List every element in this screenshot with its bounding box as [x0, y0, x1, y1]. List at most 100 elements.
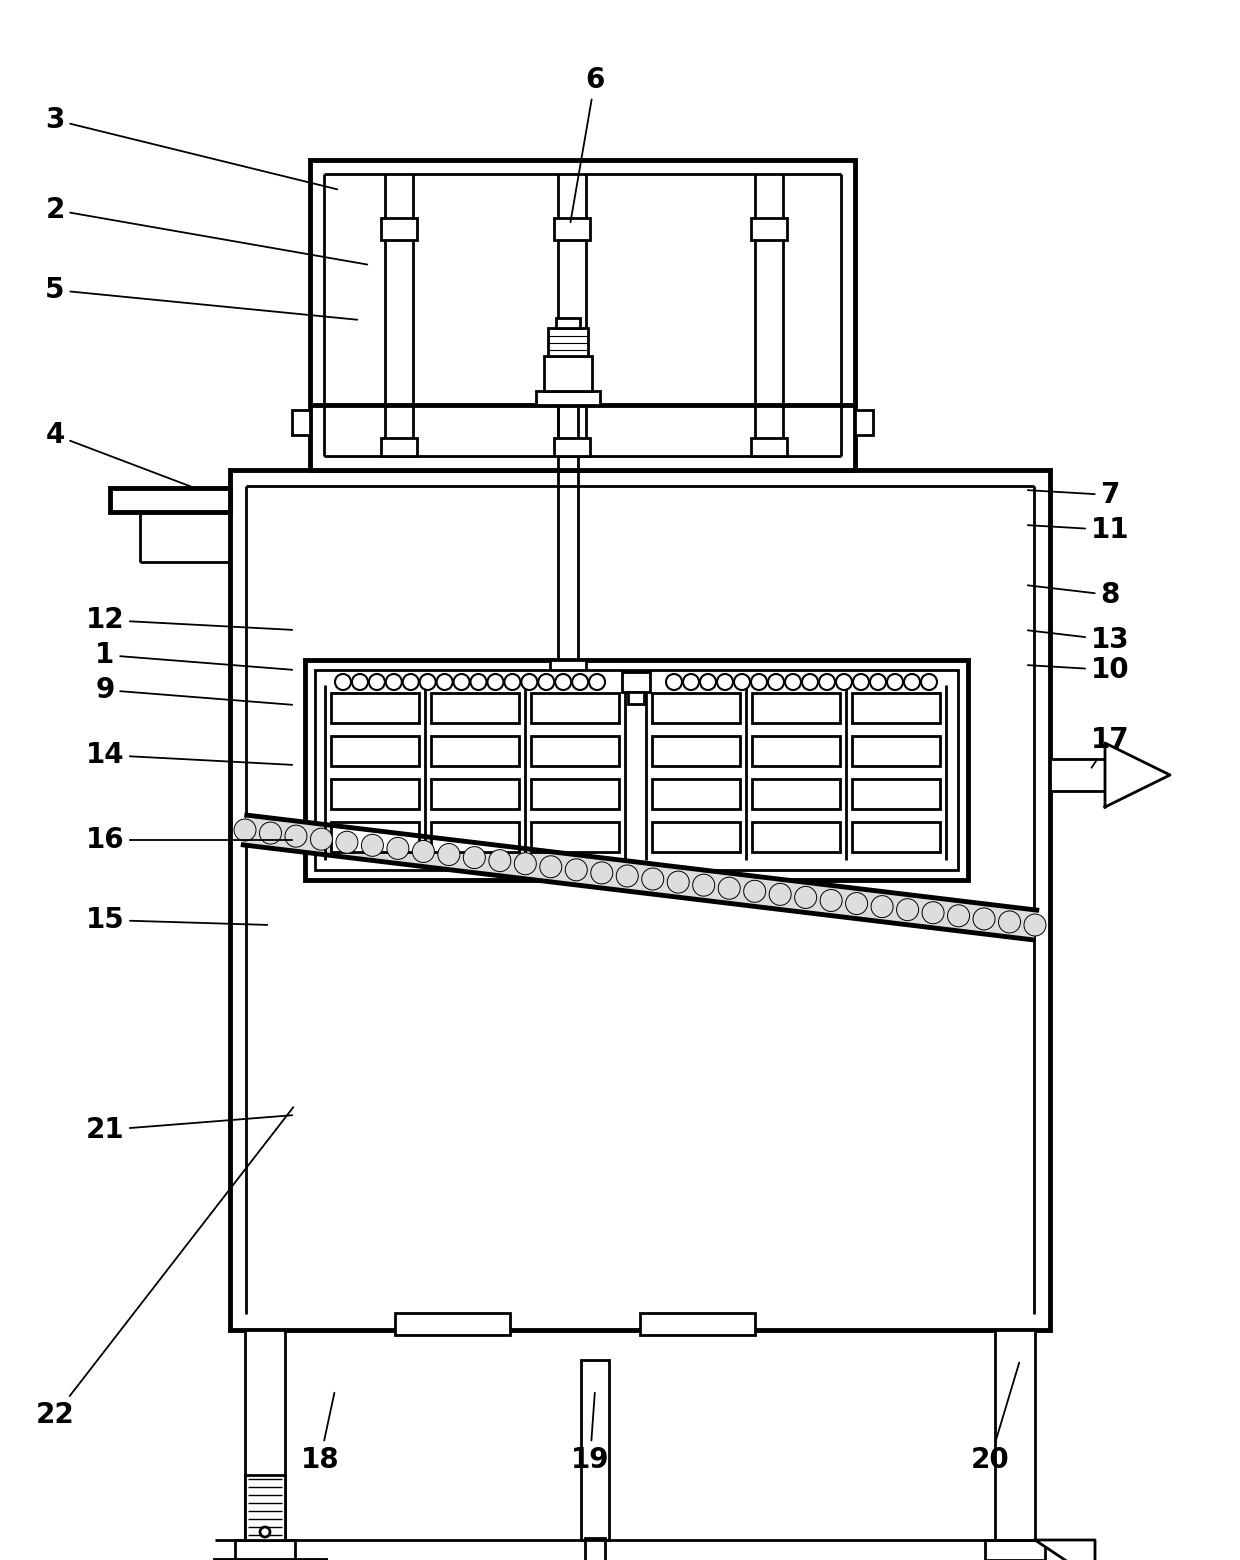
- Circle shape: [683, 674, 699, 690]
- Circle shape: [464, 847, 485, 869]
- Circle shape: [616, 864, 639, 888]
- Bar: [751, 218, 787, 240]
- Bar: [331, 693, 419, 722]
- Circle shape: [310, 828, 332, 850]
- Text: 7: 7: [1028, 480, 1120, 509]
- Bar: [432, 693, 520, 722]
- Circle shape: [352, 674, 368, 690]
- Bar: [652, 736, 740, 766]
- Text: 6: 6: [570, 66, 605, 222]
- Bar: [551, 660, 587, 680]
- Text: 5: 5: [45, 276, 357, 320]
- Circle shape: [768, 674, 784, 690]
- Bar: [852, 778, 940, 810]
- Text: 19: 19: [570, 1393, 609, 1474]
- Bar: [544, 356, 591, 392]
- Bar: [582, 1360, 609, 1540]
- Text: 11: 11: [1028, 516, 1130, 544]
- Circle shape: [419, 674, 435, 690]
- Bar: [852, 693, 940, 722]
- Bar: [751, 778, 839, 810]
- Circle shape: [454, 674, 470, 690]
- Circle shape: [572, 674, 588, 690]
- Circle shape: [820, 889, 842, 911]
- Circle shape: [590, 863, 613, 885]
- Circle shape: [836, 674, 852, 690]
- Circle shape: [701, 674, 715, 690]
- Circle shape: [818, 674, 835, 690]
- Bar: [1050, 760, 1105, 791]
- Circle shape: [904, 674, 920, 690]
- Text: 1: 1: [95, 641, 293, 669]
- Circle shape: [973, 908, 994, 930]
- Bar: [852, 736, 940, 766]
- Bar: [751, 822, 839, 852]
- Circle shape: [403, 674, 419, 690]
- Circle shape: [259, 822, 281, 844]
- Bar: [432, 778, 520, 810]
- Circle shape: [361, 835, 383, 856]
- Text: 15: 15: [86, 906, 268, 934]
- Circle shape: [744, 880, 765, 902]
- Polygon shape: [1035, 1540, 1095, 1560]
- Bar: [751, 693, 839, 722]
- Bar: [548, 328, 588, 356]
- Bar: [246, 1331, 285, 1540]
- Bar: [432, 822, 520, 852]
- Circle shape: [489, 850, 511, 872]
- Bar: [381, 218, 417, 240]
- Circle shape: [589, 674, 605, 690]
- Circle shape: [870, 674, 887, 690]
- Circle shape: [897, 899, 919, 920]
- Circle shape: [751, 674, 768, 690]
- Circle shape: [666, 674, 682, 690]
- Text: 20: 20: [971, 1363, 1019, 1474]
- Circle shape: [717, 674, 733, 690]
- Bar: [310, 161, 856, 470]
- Circle shape: [387, 838, 409, 860]
- Text: 10: 10: [1028, 657, 1130, 683]
- Circle shape: [515, 853, 537, 875]
- Circle shape: [436, 674, 453, 690]
- Text: 3: 3: [46, 106, 337, 189]
- Bar: [985, 1540, 1045, 1560]
- Circle shape: [853, 674, 869, 690]
- Circle shape: [921, 674, 937, 690]
- Circle shape: [260, 1527, 270, 1537]
- Circle shape: [923, 902, 944, 924]
- Bar: [852, 822, 940, 852]
- Bar: [554, 438, 590, 456]
- Text: 4: 4: [46, 421, 197, 488]
- Circle shape: [693, 874, 714, 895]
- Circle shape: [335, 674, 351, 690]
- Circle shape: [846, 892, 868, 914]
- Bar: [622, 672, 650, 693]
- Circle shape: [998, 911, 1021, 933]
- Bar: [246, 1476, 285, 1540]
- Polygon shape: [243, 816, 1037, 939]
- Bar: [531, 778, 619, 810]
- Circle shape: [539, 856, 562, 878]
- Text: 18: 18: [300, 1393, 340, 1474]
- Bar: [531, 822, 619, 852]
- Bar: [396, 1314, 510, 1335]
- Text: 16: 16: [86, 825, 293, 853]
- Bar: [331, 736, 419, 766]
- Circle shape: [642, 867, 663, 891]
- Bar: [856, 410, 873, 435]
- Circle shape: [802, 674, 818, 690]
- Circle shape: [1024, 914, 1047, 936]
- Bar: [315, 669, 959, 870]
- Text: 2: 2: [46, 197, 367, 265]
- Circle shape: [386, 674, 402, 690]
- Circle shape: [413, 841, 434, 863]
- Bar: [331, 778, 419, 810]
- Circle shape: [795, 886, 817, 908]
- Circle shape: [505, 674, 521, 690]
- Circle shape: [870, 895, 893, 917]
- Bar: [652, 778, 740, 810]
- Circle shape: [285, 825, 308, 847]
- Circle shape: [769, 883, 791, 905]
- Bar: [556, 318, 580, 328]
- Circle shape: [556, 674, 572, 690]
